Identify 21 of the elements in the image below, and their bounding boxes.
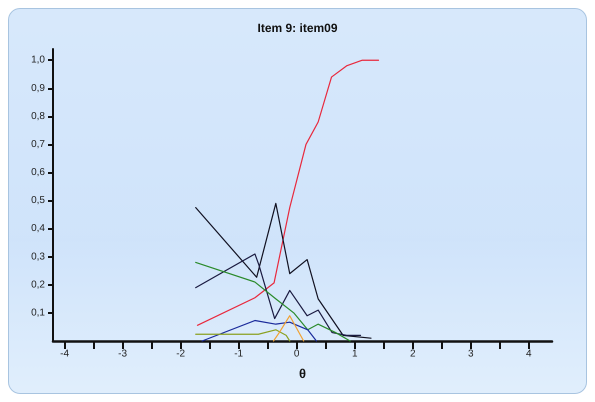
x-tick-label: 1 xyxy=(352,348,358,360)
y-tick-label: 0,4 xyxy=(31,223,46,234)
chart-title: Item 9: item09 xyxy=(257,21,338,35)
x-tick-label: 2 xyxy=(410,348,416,360)
x-axis-title: θ xyxy=(298,366,306,381)
x-tick-label: -2 xyxy=(176,348,186,360)
y-tick-label: 0,9 xyxy=(31,82,46,94)
x-tick-label: -3 xyxy=(118,348,128,360)
y-tick-label: 0,7 xyxy=(31,138,46,150)
x-tick-label: 4 xyxy=(526,348,532,360)
y-tick-label: 0,1 xyxy=(31,307,46,318)
y-tick-label: 0,3 xyxy=(31,251,46,262)
y-tick-label: 0,5 xyxy=(31,195,46,206)
y-tick-label: 0,2 xyxy=(31,279,46,290)
x-tick-label: -1 xyxy=(234,348,244,360)
x-tick-label: 3 xyxy=(468,348,474,360)
x-tick-label: 0 xyxy=(294,348,300,360)
x-tick-label: -4 xyxy=(60,348,70,360)
y-tick-label: 0,6 xyxy=(31,167,46,178)
y-tick-label: 0,8 xyxy=(31,110,46,122)
y-tick-label: 1,0 xyxy=(31,54,46,66)
